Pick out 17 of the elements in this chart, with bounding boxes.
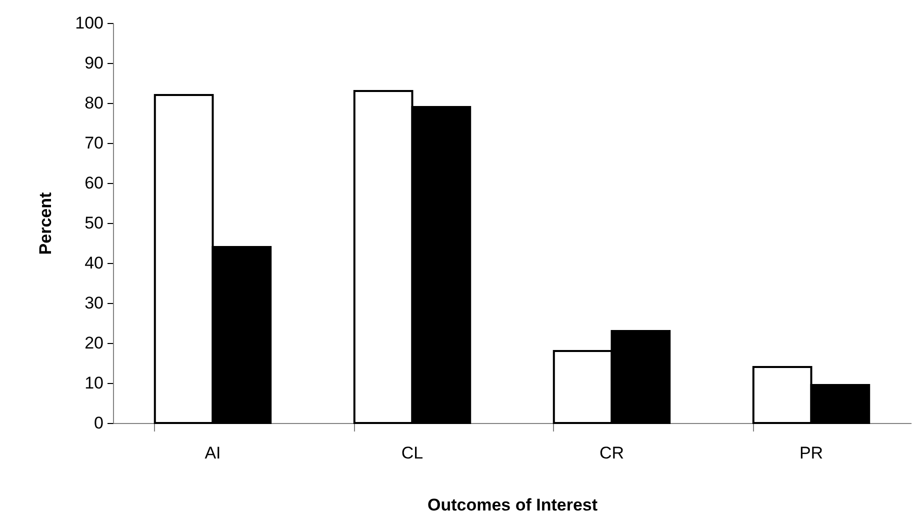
x-axis-title: Outcomes of Interest — [427, 496, 598, 514]
x-tick-label: CR — [599, 444, 624, 462]
x-tick-label: AI — [204, 444, 221, 462]
y-tick-label: 0 — [94, 414, 104, 432]
y-tick-label: 100 — [75, 14, 104, 32]
y-tick-label: 10 — [84, 374, 104, 392]
x-tick-label: PR — [799, 444, 824, 462]
y-tick-label: 40 — [84, 254, 104, 272]
y-axis-title: Percent — [36, 192, 56, 255]
y-tick-label: 20 — [84, 334, 104, 352]
y-tick-label: 60 — [84, 174, 104, 192]
y-tick-label: 80 — [84, 94, 104, 112]
y-tick-label: 50 — [84, 214, 104, 232]
y-tick-label: 30 — [84, 294, 104, 312]
y-tick-label: 70 — [84, 134, 104, 152]
x-tick-label: CL — [401, 444, 424, 462]
y-tick-label: 90 — [84, 54, 104, 72]
